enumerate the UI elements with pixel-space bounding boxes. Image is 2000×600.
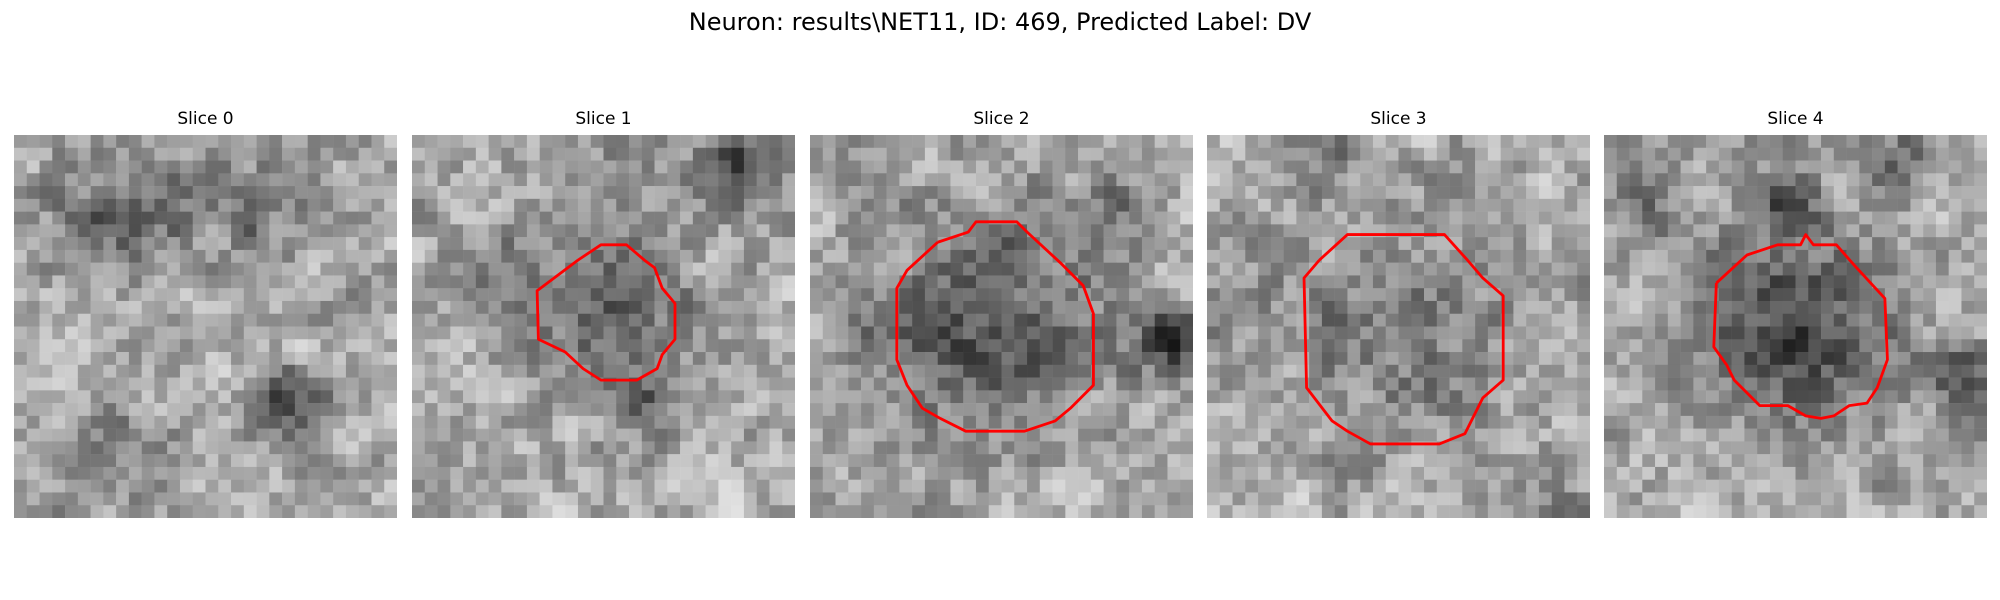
slice-panel-3: Slice 3: [1207, 108, 1590, 518]
slice-panel-0: Slice 0: [14, 108, 397, 518]
slice-image-3: [1207, 135, 1590, 518]
slice-title-4: Slice 4: [1604, 108, 1987, 130]
slice-title-2: Slice 2: [810, 108, 1193, 130]
slice-panel-1: Slice 1: [412, 108, 795, 518]
slice-panel-4: Slice 4: [1604, 108, 1987, 518]
slice-title-3: Slice 3: [1207, 108, 1590, 130]
slice-panel-2: Slice 2: [810, 108, 1193, 518]
slice-title-0: Slice 0: [14, 108, 397, 130]
slice-image-2: [810, 135, 1193, 518]
slice-image-0: [14, 135, 397, 518]
slice-image-1: [412, 135, 795, 518]
figure-title: Neuron: results\NET11, ID: 469, Predicte…: [0, 6, 2000, 38]
slice-image-4: [1604, 135, 1987, 518]
slice-title-1: Slice 1: [412, 108, 795, 130]
